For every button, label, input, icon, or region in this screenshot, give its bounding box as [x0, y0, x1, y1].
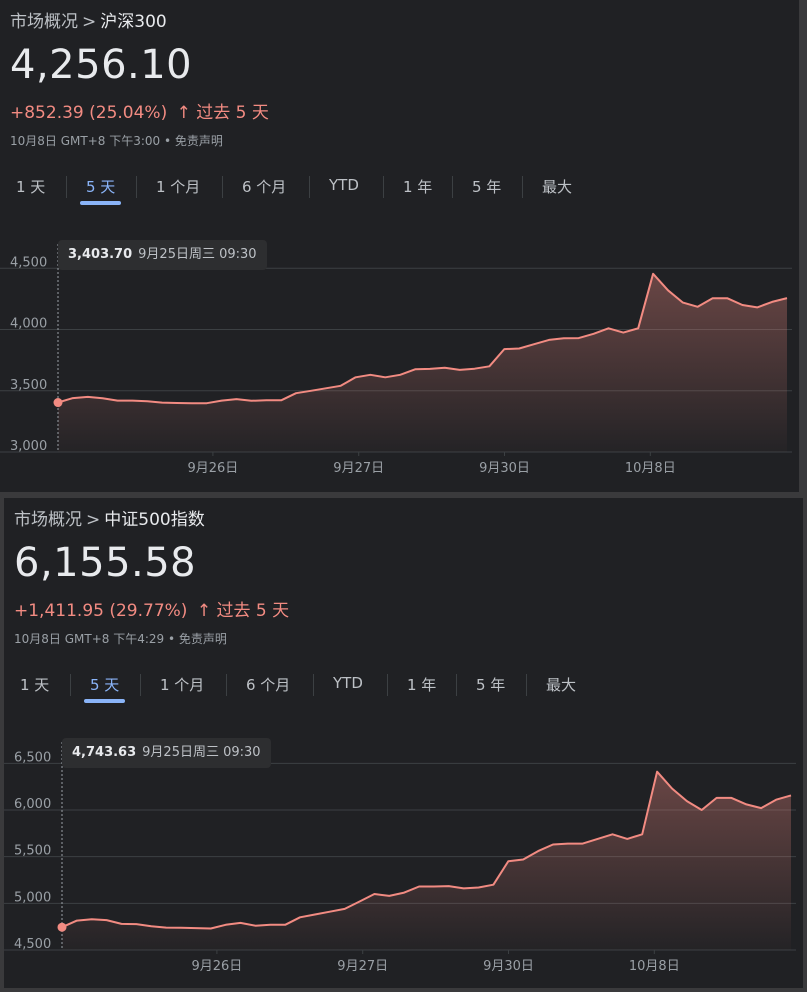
change-period: 过去 5 天	[196, 103, 269, 123]
breadcrumb-root-link[interactable]: 市场概况	[10, 12, 78, 32]
y-tick-label: 4,000	[10, 317, 47, 332]
tab-max[interactable]: 最大	[546, 676, 577, 694]
bullet-separator: •	[167, 632, 176, 646]
timestamp: 10月8日 GMT+8 下午4:29	[14, 632, 165, 646]
timestamp: 10月8日 GMT+8 下午3:00	[10, 134, 161, 148]
tooltip-time: 9月25日周三 09:30	[138, 247, 257, 262]
y-tick-label: 6,000	[14, 797, 51, 812]
tab-divider	[140, 674, 141, 696]
index-panel-csi500: 市场概况 > 中证500指数 6,155.58 +1,411.95 (29.77%)…	[4, 498, 803, 988]
tab-divider	[226, 674, 227, 696]
range-tabs: 1 天 5 天 1 个月 6 个月 YTD 1 年 5 年 最大	[0, 172, 799, 208]
tab-divider	[456, 674, 457, 696]
tab-6m[interactable]: 6 个月	[242, 178, 287, 196]
tab-divider	[136, 176, 137, 198]
hover-point[interactable]	[53, 398, 63, 408]
series-area	[62, 771, 791, 950]
series-line	[57, 272, 788, 405]
tab-divider	[70, 674, 71, 696]
breadcrumb: 市场概况 > 沪深300	[10, 7, 167, 32]
y-tick-label: 5,000	[14, 890, 51, 905]
y-tick-label: 5,500	[14, 844, 51, 859]
index-panel-csi300: 市场概况 > 沪深300 4,256.10 +852.39 (25.04%) ↑ 过…	[0, 0, 799, 492]
tab-ytd[interactable]: YTD	[329, 176, 359, 194]
breadcrumb-current: 中证500指数	[104, 510, 205, 530]
tab-max[interactable]: 最大	[542, 178, 573, 196]
tab-1m[interactable]: 1 个月	[160, 676, 205, 694]
y-tick-label: 6,500	[14, 750, 51, 765]
breadcrumb-root-link[interactable]: 市场概况	[14, 510, 82, 530]
tab-ytd[interactable]: YTD	[333, 674, 363, 692]
x-tick-label: 9月27日	[337, 959, 388, 974]
tooltip-value: 4,743.63	[72, 745, 137, 760]
bullet-separator: •	[163, 134, 172, 148]
breadcrumb: 市场概况 > 中证500指数	[14, 505, 205, 530]
tab-5d[interactable]: 5 天	[90, 676, 120, 694]
x-tick-label: 9月27日	[333, 461, 384, 476]
price-change: +1,411.95 (29.77%) ↑ 过去 5 天	[14, 596, 289, 621]
breadcrumb-separator: >	[82, 12, 97, 32]
tab-6m[interactable]: 6 个月	[246, 676, 291, 694]
tab-divider	[222, 176, 223, 198]
active-tab-indicator	[84, 699, 125, 703]
change-value: +852.39 (25.04%)	[10, 103, 168, 123]
tab-divider	[522, 176, 523, 198]
tab-1y[interactable]: 1 年	[407, 676, 437, 694]
range-tabs: 1 天 5 天 1 个月 6 个月 YTD 1 年 5 年 最大	[4, 670, 803, 706]
y-tick-label: 4,500	[14, 937, 51, 952]
tab-1m[interactable]: 1 个月	[156, 178, 201, 196]
disclaimer-link[interactable]: 免责声明	[174, 134, 223, 148]
tab-5d[interactable]: 5 天	[86, 178, 116, 196]
tab-5y[interactable]: 5 年	[476, 676, 506, 694]
x-tick-label: 9月30日	[479, 461, 530, 476]
current-price: 6,155.58	[14, 540, 197, 586]
tab-1d[interactable]: 1 天	[16, 178, 46, 196]
price-chart[interactable]: 3,000 3,500 4,000 4,500 9月26日 9月27日 9月30日 10月8日…	[0, 228, 799, 492]
change-period: 过去 5 天	[216, 601, 290, 621]
tab-divider	[66, 176, 67, 198]
chart-tooltip: 3,403.70 9月25日周三 09:30	[58, 240, 267, 270]
price-change: +852.39 (25.04%) ↑ 过去 5 天	[10, 98, 269, 123]
timestamp-line: 10月8日 GMT+8 下午4:29 • 免责声明	[14, 630, 227, 647]
hover-point[interactable]	[57, 922, 67, 932]
tab-1d[interactable]: 1 天	[20, 676, 50, 694]
chart-svg[interactable]: 4,500 5,000 5,500 6,000 6,500 9月26日 9月27日 9月30日…	[4, 726, 803, 988]
y-tick-label: 3,500	[10, 378, 47, 393]
tab-5y[interactable]: 5 年	[472, 178, 502, 196]
tooltip-value: 3,403.70	[68, 247, 133, 262]
timestamp-line: 10月8日 GMT+8 下午3:00 • 免责声明	[10, 132, 223, 149]
tab-divider	[452, 176, 453, 198]
current-price: 4,256.10	[10, 42, 193, 88]
series-line	[61, 770, 792, 930]
tab-divider	[309, 176, 310, 198]
breadcrumb-separator: >	[86, 510, 101, 530]
tab-divider	[387, 674, 388, 696]
series-area	[58, 273, 787, 452]
tab-divider	[526, 674, 527, 696]
x-tick-label: 9月26日	[191, 959, 242, 974]
disclaimer-link[interactable]: 免责声明	[178, 632, 227, 646]
x-tick-label: 9月26日	[187, 461, 238, 476]
chart-svg[interactable]: 3,000 3,500 4,000 4,500 9月26日 9月27日 9月30日 10月8日	[0, 228, 799, 492]
tab-1y[interactable]: 1 年	[403, 178, 433, 196]
x-tick-label: 10月8日	[625, 461, 676, 476]
y-tick-label: 4,500	[10, 255, 47, 270]
arrow-up-icon: ↑	[176, 103, 191, 123]
price-chart[interactable]: 4,500 5,000 5,500 6,000 6,500 9月26日 9月27日 9月30日…	[4, 726, 803, 988]
tab-divider	[313, 674, 314, 696]
y-tick-label: 3,000	[10, 439, 47, 454]
active-tab-indicator	[80, 201, 121, 205]
chart-tooltip: 4,743.63 9月25日周三 09:30	[62, 738, 271, 768]
change-value: +1,411.95 (29.77%)	[14, 601, 188, 621]
arrow-up-icon: ↑	[196, 601, 212, 621]
tab-divider	[383, 176, 384, 198]
breadcrumb-current: 沪深300	[100, 12, 167, 32]
tooltip-time: 9月25日周三 09:30	[142, 745, 261, 760]
x-tick-label: 10月8日	[629, 959, 680, 974]
x-tick-label: 9月30日	[483, 959, 534, 974]
